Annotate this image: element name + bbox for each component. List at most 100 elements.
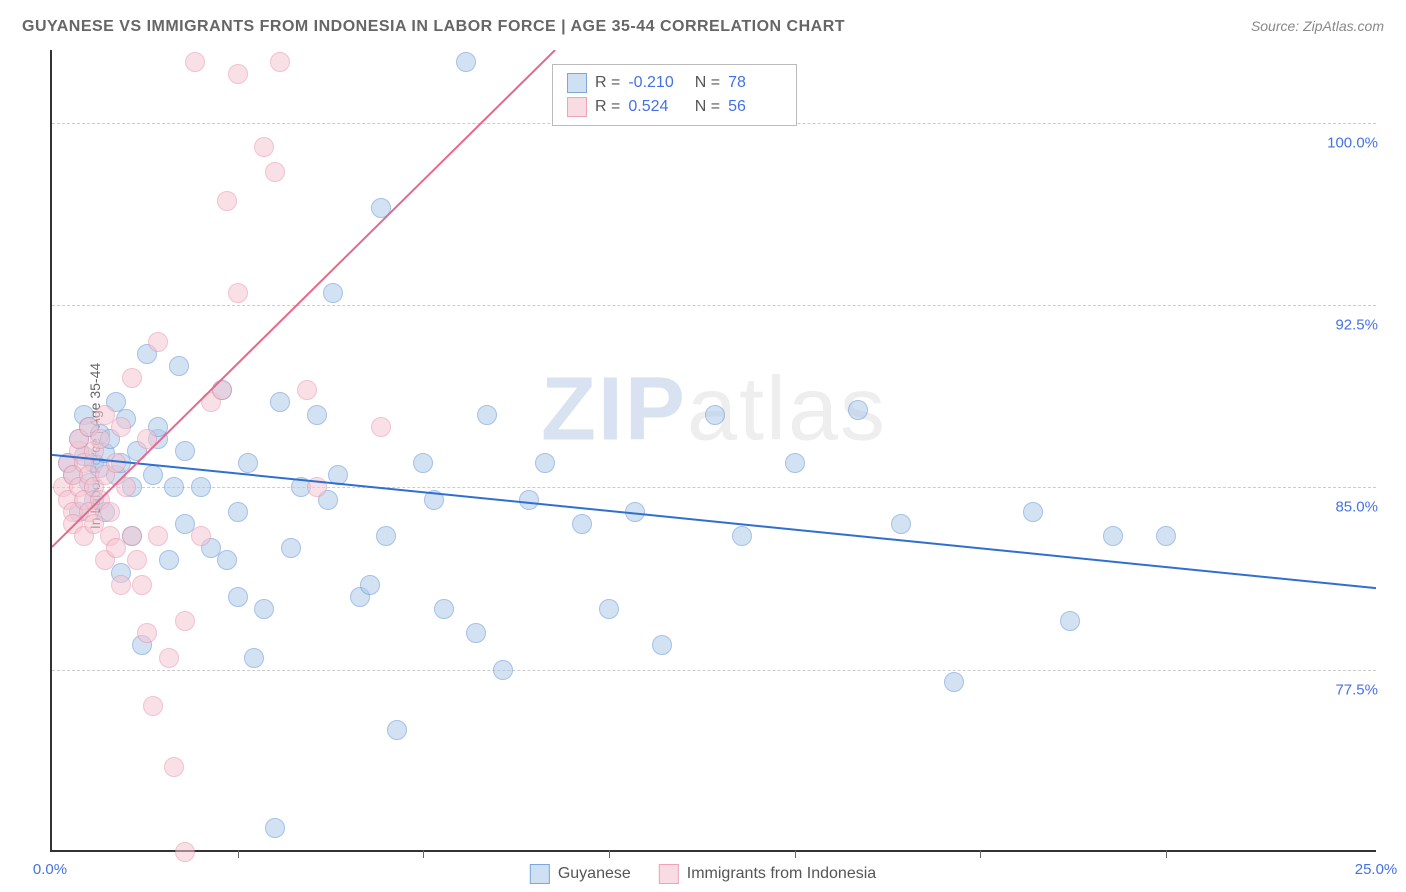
scatter-point [599, 599, 619, 619]
legend-label: Immigrants from Indonesia [687, 865, 876, 883]
scatter-point [164, 477, 184, 497]
stats-legend: R = -0.210 N = 78 R = 0.524 N = 56 [552, 64, 797, 126]
legend-swatch [659, 864, 679, 884]
legend-label: Guyanese [558, 865, 631, 883]
scatter-point [376, 526, 396, 546]
scatter-point [148, 332, 168, 352]
legend-swatch [567, 73, 587, 93]
x-tick [423, 850, 424, 858]
source-label: Source: ZipAtlas.com [1251, 18, 1384, 34]
scatter-point [535, 453, 555, 473]
scatter-point [137, 429, 157, 449]
scatter-point [456, 52, 476, 72]
stats-legend-row: R = -0.210 N = 78 [567, 71, 782, 95]
x-tick [609, 850, 610, 858]
r-value: 0.524 [628, 98, 682, 116]
scatter-point [652, 635, 672, 655]
gridline-h [52, 487, 1376, 488]
plot-area: ZIPatlas R =-0.210 N =78R =0.524 N =56 7… [50, 50, 1376, 852]
r-label: R = [595, 74, 620, 92]
legend-item: Guyanese [530, 864, 631, 884]
r-label: R = [595, 98, 620, 116]
x-tick-label: 0.0% [33, 861, 67, 878]
scatter-point [254, 599, 274, 619]
scatter-point [371, 417, 391, 437]
scatter-point [159, 550, 179, 570]
stats-legend-row: R = 0.524 N = 56 [567, 95, 782, 119]
gridline-h [52, 305, 1376, 306]
scatter-point [228, 64, 248, 84]
scatter-point [191, 477, 211, 497]
scatter-point [169, 356, 189, 376]
scatter-point [307, 477, 327, 497]
scatter-point [944, 672, 964, 692]
scatter-point [328, 465, 348, 485]
watermark-zip: ZIP [541, 360, 687, 460]
scatter-point [175, 842, 195, 862]
series-legend: Guyanese Immigrants from Indonesia [530, 864, 876, 884]
scatter-point [127, 550, 147, 570]
scatter-point [217, 550, 237, 570]
scatter-point [244, 648, 264, 668]
scatter-point [254, 137, 274, 157]
scatter-point [217, 191, 237, 211]
scatter-point [111, 417, 131, 437]
scatter-point [228, 283, 248, 303]
scatter-point [100, 502, 120, 522]
scatter-point [424, 490, 444, 510]
scatter-point [143, 696, 163, 716]
trend-line [52, 455, 1376, 588]
scatter-point [493, 660, 513, 680]
scatter-point [572, 514, 592, 534]
scatter-point [785, 453, 805, 473]
scatter-point [164, 757, 184, 777]
scatter-point [212, 380, 232, 400]
scatter-point [705, 405, 725, 425]
y-tick-label: 85.0% [1331, 499, 1378, 516]
n-label: N = [690, 98, 720, 116]
n-label: N = [690, 74, 720, 92]
scatter-point [297, 380, 317, 400]
scatter-point [371, 198, 391, 218]
scatter-point [265, 162, 285, 182]
scatter-point [148, 526, 168, 546]
scatter-point [625, 502, 645, 522]
correlation-chart: GUYANESE VS IMMIGRANTS FROM INDONESIA IN… [0, 0, 1406, 892]
scatter-point [270, 52, 290, 72]
scatter-point [1023, 502, 1043, 522]
r-value: -0.210 [628, 74, 682, 92]
scatter-point [228, 587, 248, 607]
scatter-point [1156, 526, 1176, 546]
scatter-point [175, 611, 195, 631]
gridline-h [52, 670, 1376, 671]
scatter-point [238, 453, 258, 473]
y-tick-label: 100.0% [1323, 134, 1378, 151]
scatter-point [466, 623, 486, 643]
x-tick [1166, 850, 1167, 858]
scatter-point [191, 526, 211, 546]
scatter-point [477, 405, 497, 425]
scatter-point [891, 514, 911, 534]
scatter-point [159, 648, 179, 668]
legend-swatch [567, 97, 587, 117]
scatter-point [106, 453, 126, 473]
scatter-point [281, 538, 301, 558]
scatter-point [434, 599, 454, 619]
x-tick-label: 25.0% [1355, 861, 1398, 878]
n-value: 78 [728, 74, 782, 92]
scatter-point [360, 575, 380, 595]
legend-item: Immigrants from Indonesia [659, 864, 876, 884]
x-tick [238, 850, 239, 858]
trend-lines [52, 50, 1376, 850]
scatter-point [175, 441, 195, 461]
x-tick [795, 850, 796, 858]
scatter-point [1103, 526, 1123, 546]
n-value: 56 [728, 98, 782, 116]
scatter-point [116, 477, 136, 497]
scatter-point [185, 52, 205, 72]
trend-line [52, 50, 555, 547]
scatter-point [132, 575, 152, 595]
scatter-point [413, 453, 433, 473]
scatter-point [387, 720, 407, 740]
scatter-point [122, 368, 142, 388]
